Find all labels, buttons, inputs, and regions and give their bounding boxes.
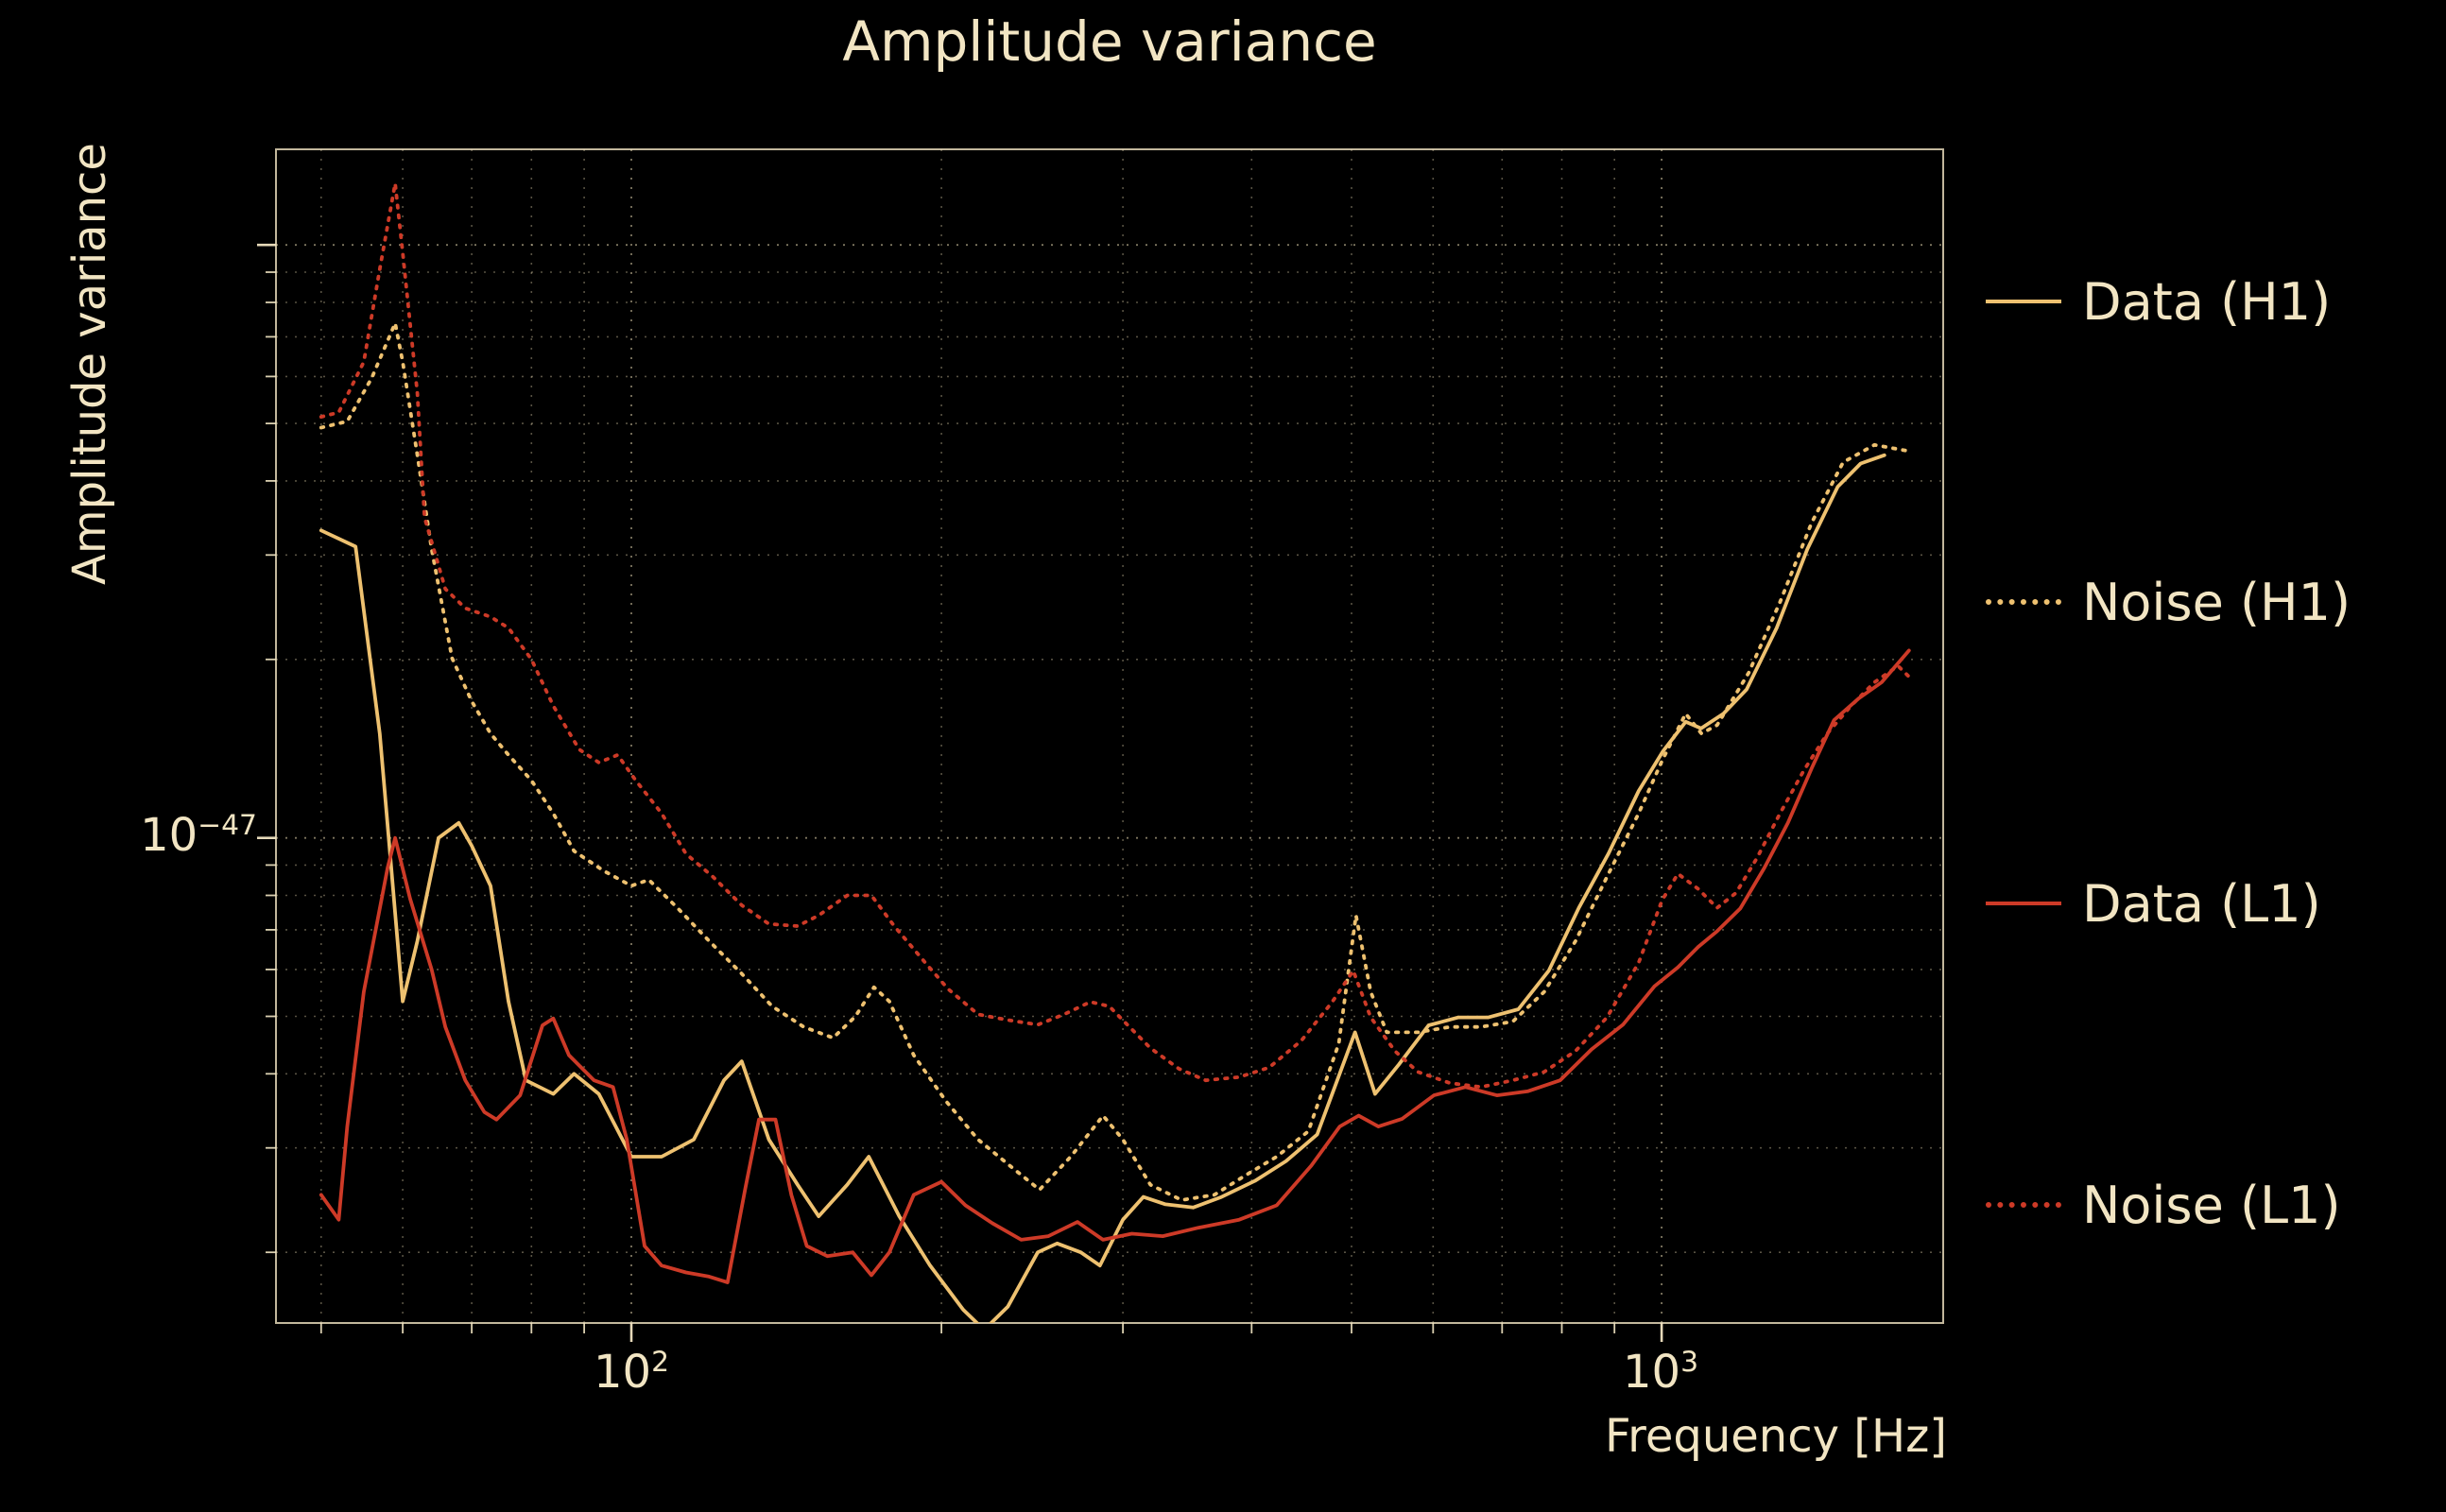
x-axis-label: Frequency [Hz] bbox=[1605, 1410, 1947, 1463]
x-tick-label-100: 102 bbox=[594, 1346, 669, 1399]
legend-label: Noise (L1) bbox=[2082, 1175, 2341, 1235]
legend: Data (H1) Noise (H1) Data (L1) Noise (L1… bbox=[1986, 0, 2446, 1512]
legend-line-sample-noise-h1 bbox=[1986, 599, 2061, 605]
y-axis-label: Amplitude variance bbox=[63, 143, 116, 585]
legend-item-noise-h1: Noise (H1) bbox=[1986, 572, 2351, 632]
legend-line-sample-data-h1 bbox=[1986, 300, 2061, 303]
x-tick-base: 10 bbox=[1622, 1346, 1681, 1399]
legend-label: Noise (H1) bbox=[2082, 572, 2351, 632]
x-tick-exponent: 2 bbox=[651, 1346, 670, 1379]
x-tick-label-1000: 103 bbox=[1623, 1346, 1698, 1399]
legend-item-data-h1: Data (H1) bbox=[1986, 271, 2331, 332]
legend-line-sample-data-l1 bbox=[1986, 902, 2061, 905]
y-tick-label-1e-47: 10−47 bbox=[140, 809, 257, 862]
legend-item-noise-l1: Noise (L1) bbox=[1986, 1175, 2341, 1235]
legend-item-data-l1: Data (L1) bbox=[1986, 873, 2321, 934]
legend-label: Data (L1) bbox=[2082, 873, 2321, 934]
x-tick-base: 10 bbox=[593, 1346, 652, 1399]
chart-title: Amplitude variance bbox=[842, 9, 1377, 74]
y-tick-base: 10 bbox=[140, 809, 198, 862]
y-tick-exponent: −47 bbox=[198, 809, 257, 842]
legend-label: Data (H1) bbox=[2082, 271, 2332, 332]
x-tick-exponent: 3 bbox=[1680, 1346, 1699, 1379]
legend-line-sample-noise-l1 bbox=[1986, 1202, 2061, 1208]
